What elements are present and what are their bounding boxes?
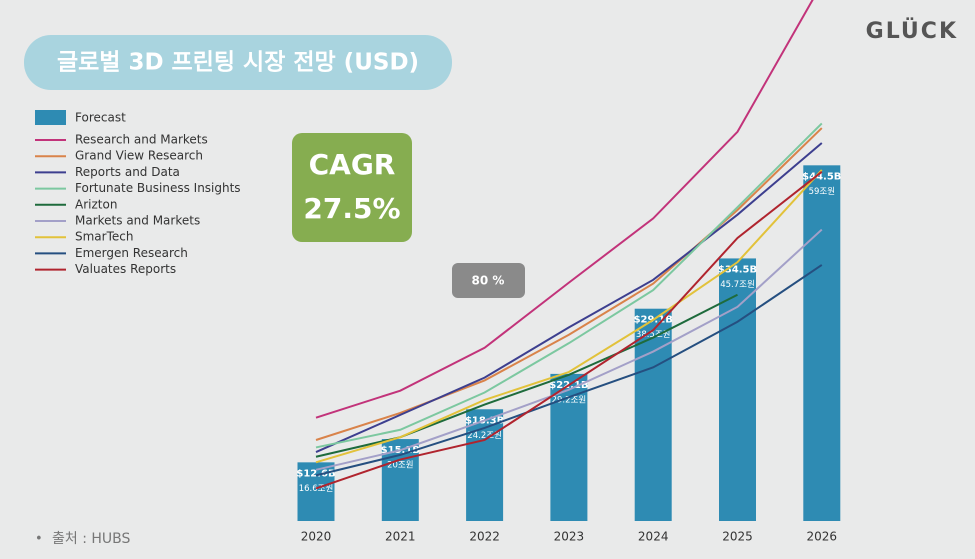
legend-label: Reports and Data: [75, 165, 180, 179]
krw-label: 24.2조원: [467, 431, 502, 441]
legend-label: Grand View Research: [75, 149, 203, 163]
krw-label: 20조원: [387, 461, 413, 471]
legend-label: SmarTech: [75, 230, 133, 244]
x-tick-label: 2025: [722, 530, 753, 544]
legend-label: Fortunate Business Insights: [75, 181, 241, 195]
krw-label: 16.6조원: [299, 484, 334, 494]
series-line: [315, 0, 814, 419]
annotation-pill: [452, 263, 525, 298]
krw-label: 29.2조원: [552, 395, 587, 405]
title-pill: [24, 35, 452, 90]
legend-label: Emergen Research: [75, 246, 188, 260]
value-label: $44.5B: [802, 171, 841, 182]
annotation: 80 %: [472, 274, 505, 288]
logo: GLÜCK: [866, 18, 958, 44]
krw-label: 59조원: [809, 187, 835, 197]
value-label: $34.5B: [718, 264, 757, 275]
legend-label: Arizton: [75, 197, 117, 211]
source-bullet: •: [35, 532, 43, 547]
value-label: $12.6B: [296, 468, 335, 479]
cagr-label: CAGR: [309, 148, 396, 181]
chart-title: 글로벌 3D 프린팅 시장 전망 (USD): [57, 50, 419, 76]
bar: [719, 258, 756, 521]
bar: [803, 165, 841, 521]
legend-label: Research and Markets: [75, 133, 208, 147]
bar: [634, 308, 672, 521]
cagr-value: 27.5%: [303, 192, 400, 225]
legend-swatch: [35, 110, 66, 125]
series-line: [315, 171, 823, 490]
bar: [550, 373, 588, 521]
krw-label: 45.7조원: [720, 280, 755, 290]
x-tick-label: 2022: [469, 530, 500, 544]
series-line: [315, 127, 823, 441]
source: 출처 : HUBS: [52, 531, 131, 547]
cagr-box: [292, 133, 412, 242]
x-tick-label: 2021: [385, 530, 416, 544]
x-tick-label: 2020: [301, 530, 332, 544]
series-line: [315, 142, 823, 454]
x-tick-label: 2023: [554, 530, 585, 544]
series-line: [315, 264, 823, 477]
series-line: [315, 122, 823, 449]
legend-label: Valuates Reports: [75, 262, 176, 276]
series-line: [315, 169, 823, 464]
series-line: [315, 228, 823, 471]
krw-label: 38.5조원: [636, 330, 671, 340]
x-tick-label: 2026: [807, 530, 838, 544]
legend-label: Forecast: [75, 111, 126, 125]
legend-label: Markets and Markets: [75, 214, 200, 228]
x-tick-label: 2024: [638, 530, 669, 544]
